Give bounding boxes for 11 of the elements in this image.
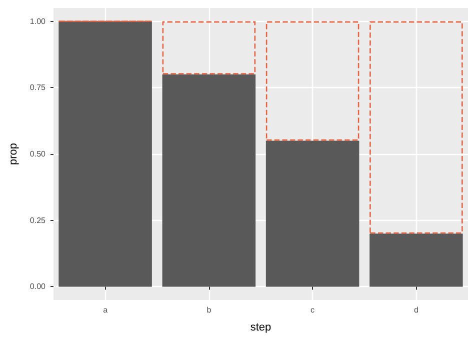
x-tick-label: c xyxy=(310,306,315,314)
y-tick-label: 0.75 xyxy=(30,83,46,92)
y-axis-title: prop xyxy=(8,142,20,166)
y-tick-label: 0.50 xyxy=(30,150,46,158)
x-axis-title: step xyxy=(250,322,272,334)
y-tick-label: 0.25 xyxy=(30,216,46,225)
y-tick-label: 0.00 xyxy=(30,282,46,292)
y-tick-label: 1.00 xyxy=(30,16,46,26)
x-tick-label: a xyxy=(103,306,108,314)
x-tick-label: b xyxy=(206,306,212,314)
x-tick-label: d xyxy=(414,306,418,314)
